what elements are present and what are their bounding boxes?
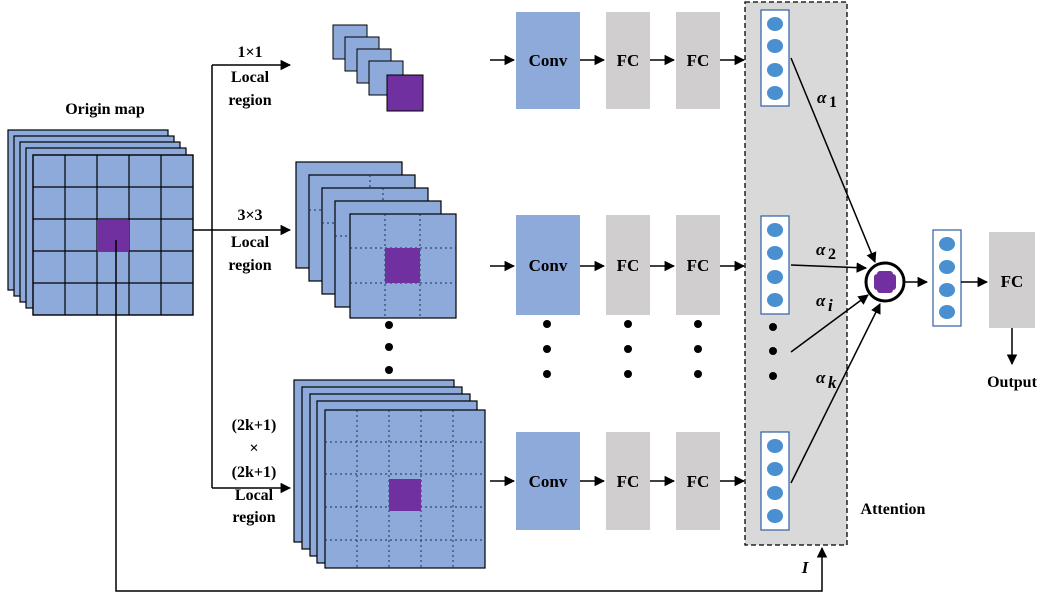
attention-vector-2 bbox=[760, 215, 790, 315]
fc-block-kb bbox=[676, 432, 720, 530]
conv-label-1: Conv bbox=[529, 51, 568, 70]
attention-label: Attention bbox=[861, 501, 926, 518]
svg-text:1×1: 1×1 bbox=[237, 44, 262, 61]
svg-text:1: 1 bbox=[829, 94, 837, 111]
svg-text:2: 2 bbox=[828, 246, 836, 263]
svg-text:i: i bbox=[828, 296, 833, 315]
sum-node bbox=[864, 261, 906, 303]
svg-text:region: region bbox=[228, 257, 271, 274]
fc-label-ka: FC bbox=[617, 472, 640, 491]
identity-skip-connection bbox=[115, 240, 828, 592]
svg-text:α: α bbox=[816, 291, 826, 310]
weight-alpha-k: α k bbox=[816, 368, 837, 392]
svg-text:×: × bbox=[249, 440, 258, 457]
attention-vector-1 bbox=[760, 9, 790, 107]
svg-text:(2k+1): (2k+1) bbox=[232, 464, 277, 481]
weight-alpha-i: α i bbox=[816, 291, 833, 315]
fc-label-final: FC bbox=[1001, 272, 1024, 291]
branch-connectors bbox=[193, 59, 292, 494]
branch-1-label: 1×1 Local region bbox=[228, 44, 271, 109]
svg-text:Local: Local bbox=[231, 234, 270, 251]
svg-text:α: α bbox=[816, 240, 826, 259]
identity-label: I bbox=[801, 558, 810, 577]
output-vector bbox=[932, 229, 962, 327]
conv-label-2: Conv bbox=[529, 256, 568, 275]
origin-map-center-cell bbox=[97, 220, 129, 252]
conv-block-2 bbox=[516, 215, 580, 315]
conv-block-1 bbox=[516, 12, 580, 109]
svg-text:α: α bbox=[817, 88, 827, 107]
conv-block-k bbox=[516, 432, 580, 530]
block-ellipsis-dots bbox=[543, 320, 702, 378]
fc-label-2a: FC bbox=[617, 256, 640, 275]
fc-label-2b: FC bbox=[687, 256, 710, 275]
svg-text:α: α bbox=[816, 368, 826, 387]
svg-text:region: region bbox=[232, 509, 275, 526]
fc-block-1a bbox=[606, 12, 650, 109]
row-k-blocks: Conv FC FC bbox=[516, 432, 720, 530]
attention-ellipsis-dots bbox=[769, 323, 777, 380]
svg-text:Local: Local bbox=[231, 69, 270, 86]
local-region-1x1-stack bbox=[332, 24, 424, 112]
stack-ellipsis-dots bbox=[385, 321, 393, 374]
svg-text:region: region bbox=[228, 92, 271, 109]
local-region-3x3-stack bbox=[295, 161, 457, 319]
fc-block-2a bbox=[606, 215, 650, 315]
origin-map-label: Origin map bbox=[65, 101, 145, 118]
origin-map-stack bbox=[7, 129, 194, 316]
fc-label-1b: FC bbox=[687, 51, 710, 70]
fc-block-final bbox=[989, 232, 1035, 328]
fc-block-1b bbox=[676, 12, 720, 109]
fc-label-1a: FC bbox=[617, 51, 640, 70]
svg-text:3×3: 3×3 bbox=[237, 207, 262, 224]
attention-vector-k bbox=[760, 431, 790, 531]
local-region-2k1-center bbox=[389, 479, 421, 511]
fc-label-kb: FC bbox=[687, 472, 710, 491]
attention-region bbox=[744, 1, 848, 546]
local-region-2k1-stack bbox=[293, 379, 486, 569]
output-label: Output bbox=[987, 374, 1037, 391]
branch-k-label: (2k+1) × (2k+1) Local region bbox=[232, 417, 277, 526]
svg-text:(2k+1): (2k+1) bbox=[232, 417, 277, 434]
row-2-blocks: Conv FC FC bbox=[516, 215, 720, 315]
fc-block-ka bbox=[606, 432, 650, 530]
fc-block-2b bbox=[676, 215, 720, 315]
branch-2-label: 3×3 Local region bbox=[228, 207, 271, 274]
local-region-3x3-center bbox=[385, 248, 420, 283]
svg-text:Local: Local bbox=[235, 487, 274, 504]
plus-icon bbox=[874, 271, 896, 293]
conv-label-k: Conv bbox=[529, 472, 568, 491]
weight-alpha-2: α 2 bbox=[816, 240, 836, 263]
svg-text:k: k bbox=[828, 373, 837, 392]
weight-alpha-1: α 1 bbox=[817, 88, 837, 111]
row-1-blocks: Conv FC FC bbox=[516, 12, 720, 109]
